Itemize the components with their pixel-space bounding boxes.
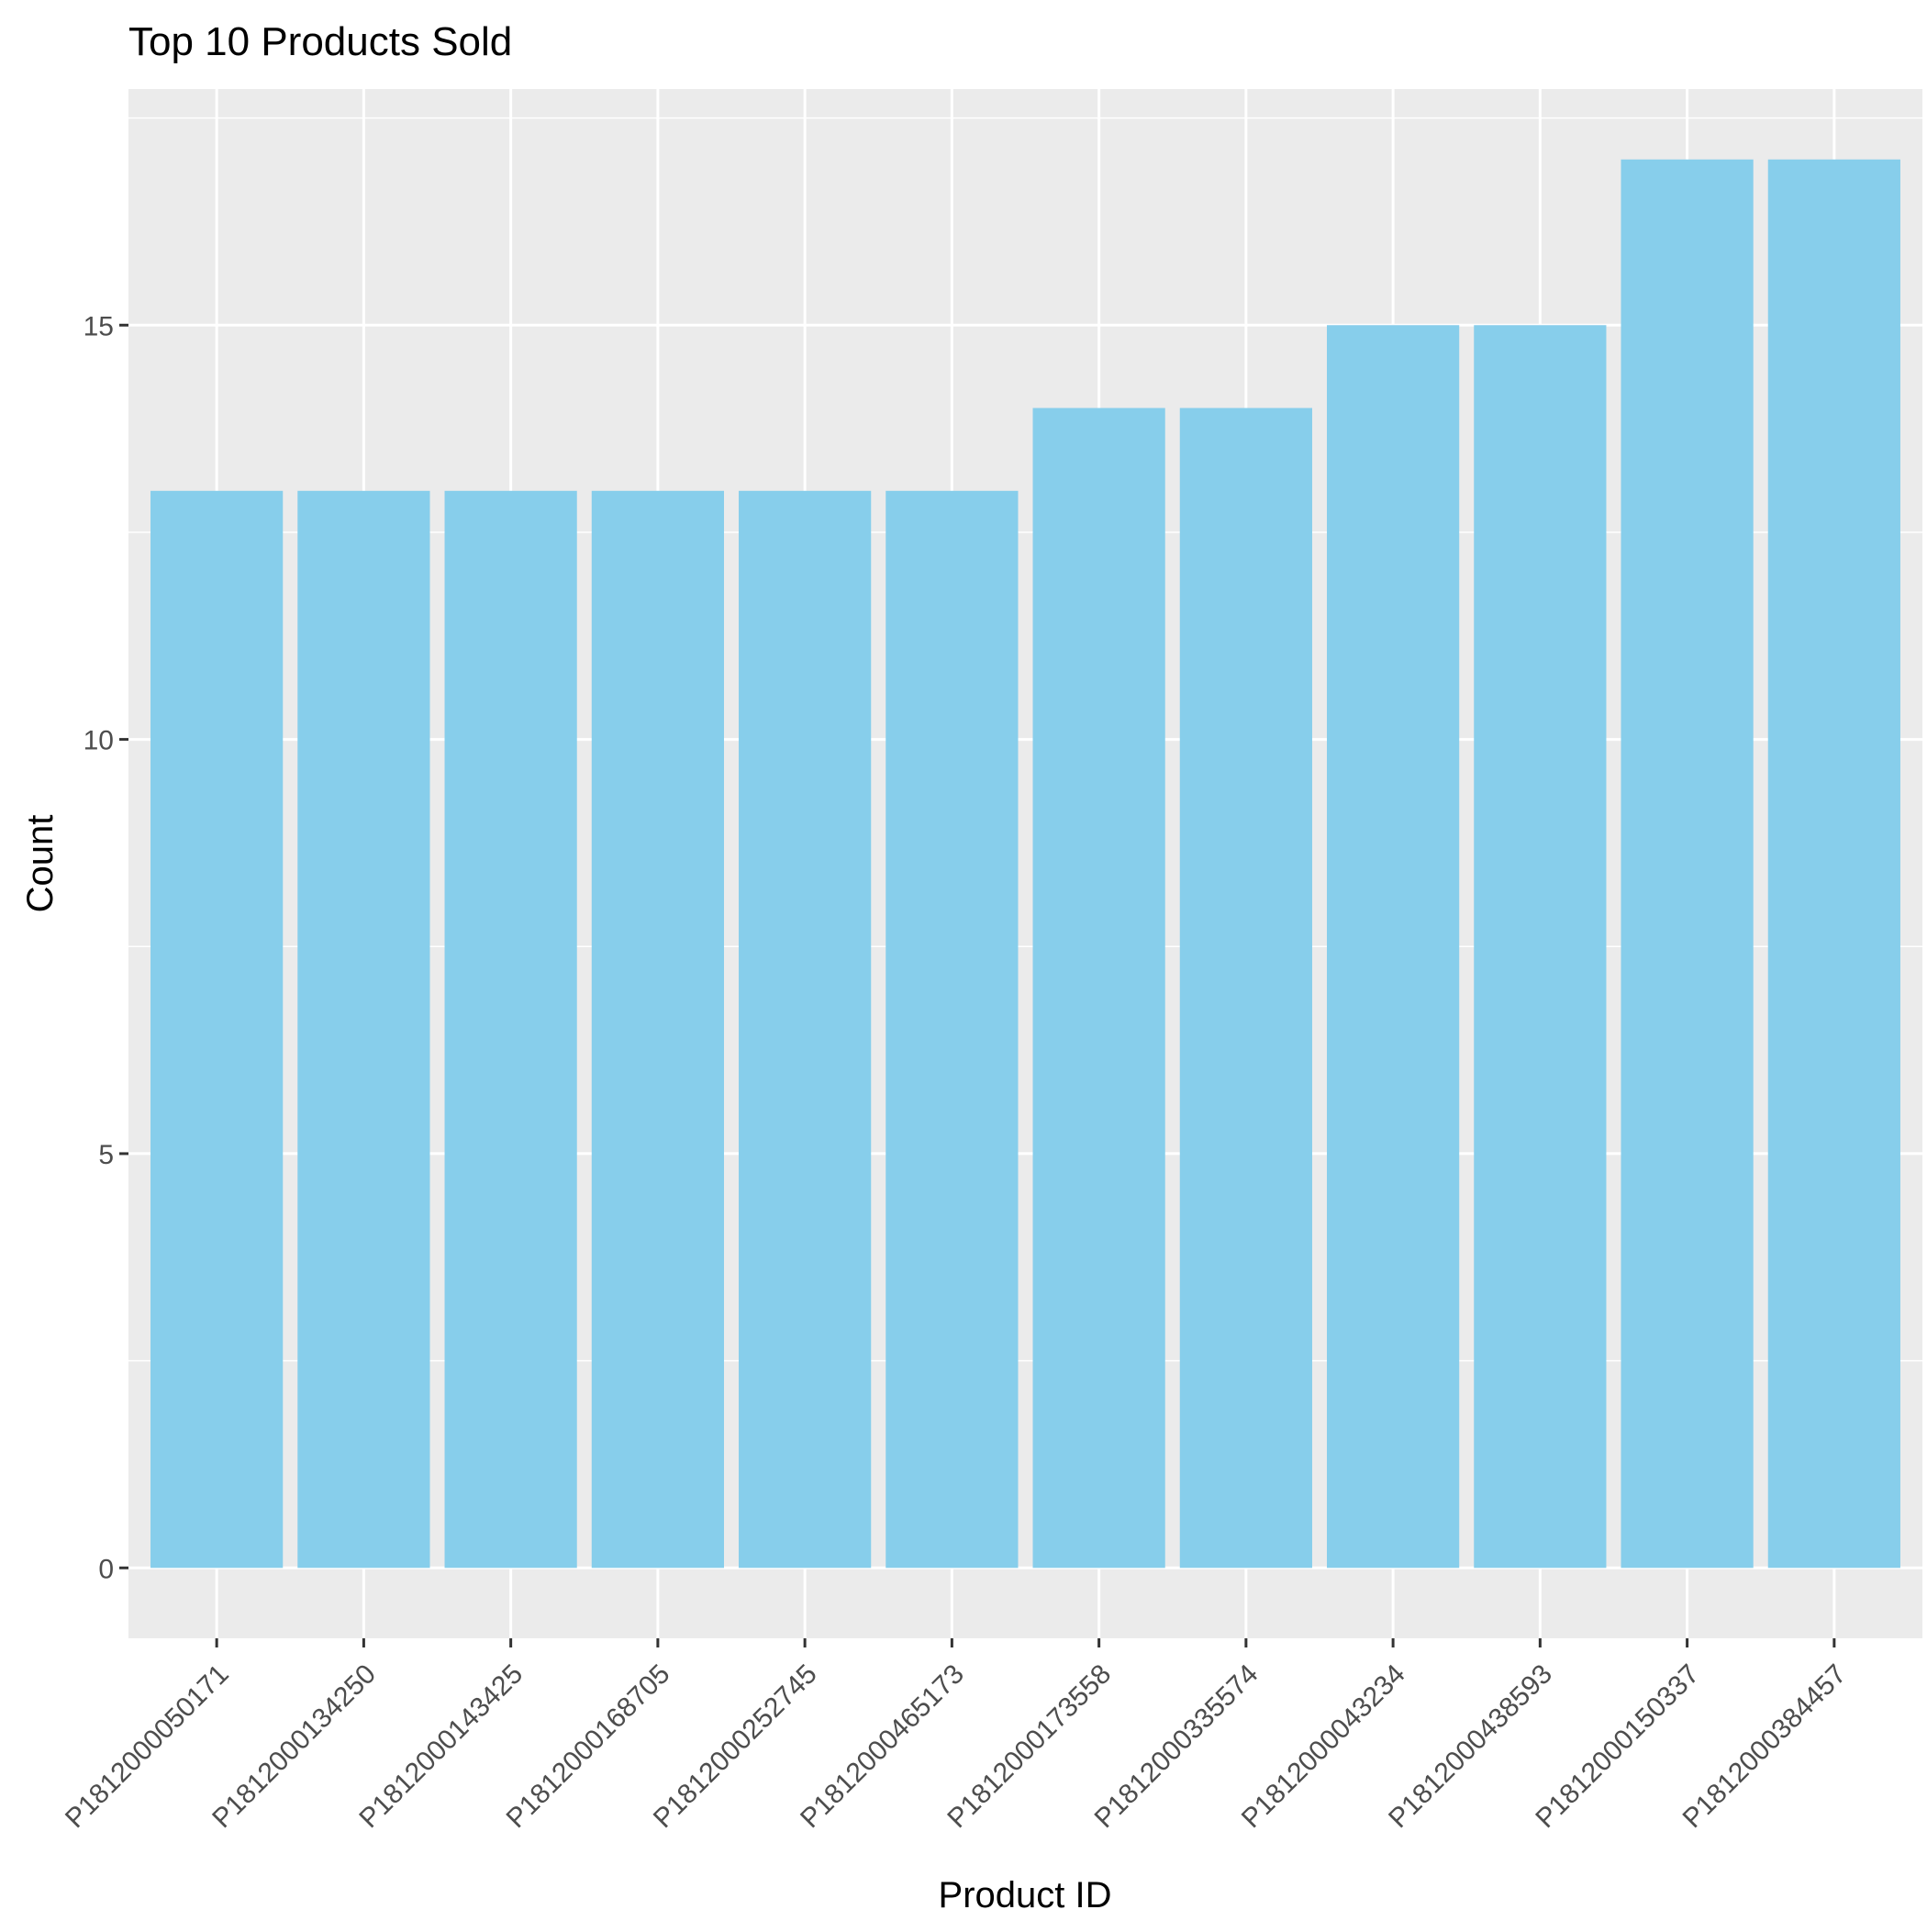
x-tick-label: P1812000150337 bbox=[1530, 1658, 1705, 1834]
x-tick-label: P1812000143425 bbox=[353, 1658, 529, 1834]
x-tick-label: P1812000043234 bbox=[1236, 1658, 1411, 1834]
bar bbox=[1474, 325, 1607, 1569]
x-tick-label: P1812000173558 bbox=[941, 1658, 1117, 1834]
x-axis: P1812000050171P1812000134250P18120001434… bbox=[60, 1638, 1853, 1834]
y-axis-title: Count bbox=[20, 815, 61, 913]
y-tick-label: 10 bbox=[84, 726, 114, 756]
bar bbox=[1621, 159, 1754, 1569]
y-tick-label: 15 bbox=[84, 311, 114, 341]
y-axis: 0 5 10 15 bbox=[84, 311, 128, 1584]
bar bbox=[150, 490, 284, 1569]
bar bbox=[444, 490, 577, 1569]
x-tick-label: P1812000438593 bbox=[1383, 1658, 1558, 1834]
x-tick-label: P1812000134250 bbox=[206, 1658, 382, 1834]
bar bbox=[886, 490, 1019, 1569]
y-tick-label: 0 bbox=[98, 1554, 114, 1584]
y-tick-label: 5 bbox=[98, 1140, 114, 1170]
x-tick-label: P1812000384457 bbox=[1677, 1658, 1853, 1834]
bar-series bbox=[150, 159, 1900, 1569]
bar bbox=[591, 490, 724, 1569]
x-tick-label: P1812000168705 bbox=[501, 1658, 676, 1834]
x-axis-title: Product ID bbox=[939, 1875, 1112, 1915]
bar bbox=[1327, 325, 1460, 1569]
bar bbox=[1767, 159, 1900, 1569]
bar bbox=[1032, 408, 1165, 1569]
x-tick-label: P1812000465173 bbox=[795, 1658, 970, 1834]
x-tick-label: P1812000335574 bbox=[1089, 1658, 1264, 1834]
bar bbox=[739, 490, 872, 1569]
x-tick-label: P1812000252745 bbox=[648, 1658, 823, 1834]
x-tick-label: P1812000050171 bbox=[60, 1658, 235, 1834]
chart-title: Top 10 Products Sold bbox=[128, 19, 512, 64]
bar bbox=[1179, 408, 1312, 1569]
bar bbox=[297, 490, 430, 1569]
